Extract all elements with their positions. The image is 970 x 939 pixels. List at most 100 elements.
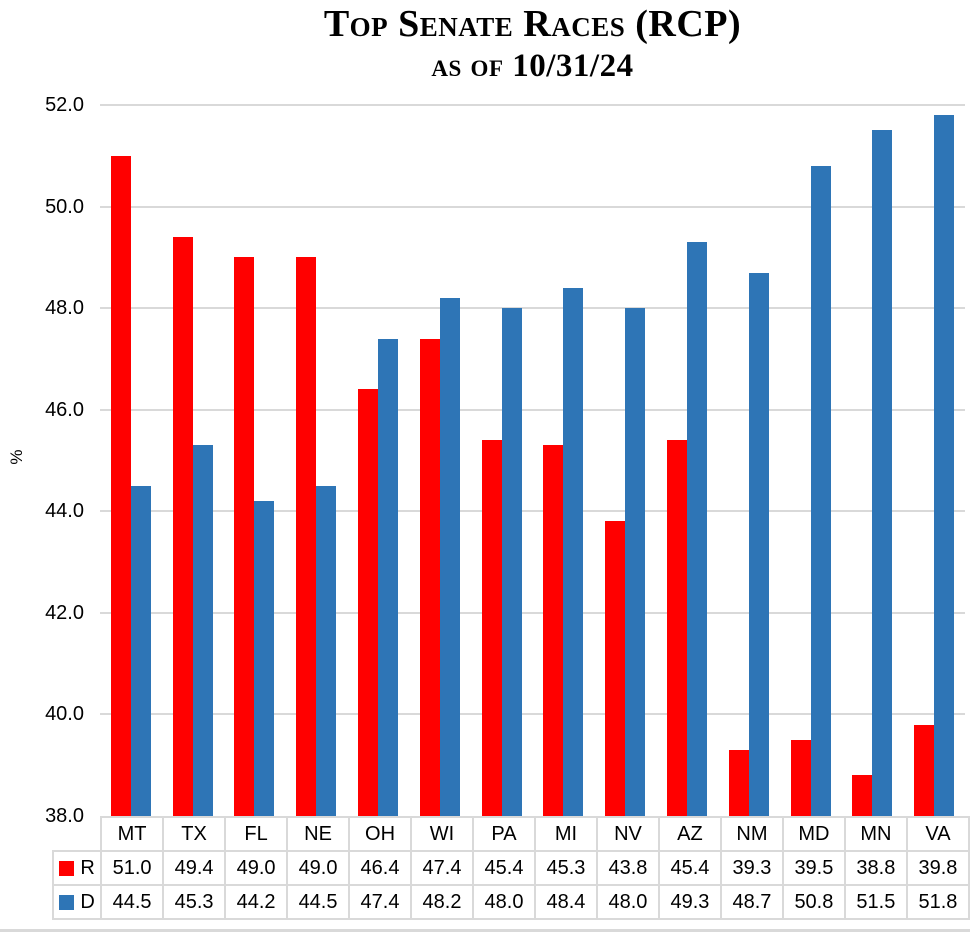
value-cell-d-md: 50.8 — [781, 884, 846, 920]
state-cell-nv: NV — [595, 816, 660, 852]
legend-cell-d: D — [51, 884, 103, 920]
state-cell-az: AZ — [657, 816, 722, 852]
value-cell-r-fl: 49.0 — [224, 850, 289, 886]
state-cell-tx: TX — [162, 816, 227, 852]
bar-r-az — [666, 440, 687, 816]
value-cell-d-az: 49.3 — [657, 884, 722, 920]
bar-r-oh — [358, 389, 379, 816]
bar-r-mi — [543, 445, 564, 816]
value-cell-d-fl: 44.2 — [224, 884, 289, 920]
value-cell-r-oh: 46.4 — [348, 850, 413, 886]
value-cell-d-tx: 45.3 — [162, 884, 227, 920]
value-cell-d-mt: 44.5 — [100, 884, 165, 920]
y-tick-label-50.0: 50.0 — [45, 195, 84, 218]
value-cell-d-va: 51.8 — [905, 884, 970, 920]
value-cell-r-md: 39.5 — [781, 850, 846, 886]
bar-d-wi — [439, 297, 460, 816]
bar-d-fl — [254, 501, 275, 816]
value-cell-r-mn: 38.8 — [843, 850, 908, 886]
bar-d-va — [934, 115, 955, 816]
state-cell-mn: MN — [843, 816, 908, 852]
value-cell-r-pa: 45.4 — [472, 850, 536, 886]
value-cell-r-mi: 45.3 — [533, 850, 598, 886]
value-cell-r-nm: 39.3 — [719, 850, 784, 886]
bar-d-ne — [316, 485, 337, 816]
gridline-50.0 — [100, 205, 965, 208]
bar-d-az — [686, 242, 707, 816]
value-cell-r-az: 45.4 — [657, 850, 722, 886]
y-tick-label-46.0: 46.0 — [45, 398, 84, 421]
y-tick-label-44.0: 44.0 — [45, 500, 84, 523]
bar-r-md — [790, 739, 811, 816]
chart-title: Top Senate Races (RCP) — [323, 3, 742, 45]
legend-swatch-r — [59, 860, 75, 876]
gridline-46.0 — [100, 408, 965, 411]
state-cell-nm: NM — [719, 816, 784, 852]
bar-d-pa — [501, 308, 522, 816]
bar-r-tx — [172, 237, 193, 816]
legend-label-r: R — [80, 856, 95, 879]
chart-title-block: Top Senate Races (RCP) as of 10/31/24 — [100, 2, 965, 86]
state-cell-fl: FL — [224, 816, 289, 852]
bar-d-mt — [130, 485, 151, 816]
value-cell-d-mn: 51.5 — [843, 884, 908, 920]
value-cell-r-va: 39.8 — [905, 850, 970, 886]
bar-r-fl — [234, 257, 255, 816]
state-cell-mt: MT — [100, 816, 165, 852]
state-cell-md: MD — [781, 816, 846, 852]
bar-r-pa — [481, 440, 502, 816]
series-row-d: D 44.5 45.3 44.2 44.5 47.4 48.2 48.0 48.4 48.0 49.… — [51, 884, 970, 920]
series-row-r: R 51.0 49.4 49.0 49.0 46.4 47.4 45.4 45.3 43.8 45.… — [51, 850, 970, 886]
state-cell-mi: MI — [533, 816, 598, 852]
value-cell-r-tx: 49.4 — [162, 850, 227, 886]
value-cell-r-ne: 49.0 — [286, 850, 351, 886]
bar-d-nv — [625, 308, 646, 816]
value-cell-d-wi: 48.2 — [410, 884, 474, 920]
legend-cell-r: R — [51, 850, 103, 886]
legend-swatch-d — [59, 894, 75, 910]
bar-r-mt — [110, 155, 131, 816]
state-cell-oh: OH — [348, 816, 413, 852]
legend-label-d: D — [80, 890, 95, 913]
bar-r-va — [914, 724, 935, 816]
bar-r-ne — [296, 257, 317, 816]
state-cell-va: VA — [905, 816, 970, 852]
value-cell-r-mt: 51.0 — [100, 850, 165, 886]
value-cell-r-wi: 47.4 — [410, 850, 474, 886]
bar-d-mn — [872, 130, 893, 816]
bar-d-oh — [378, 338, 399, 816]
gridline-40.0 — [100, 713, 965, 716]
gridline-44.0 — [100, 510, 965, 513]
bar-r-nm — [728, 749, 749, 816]
bar-d-tx — [192, 445, 213, 816]
y-tick-label-42.0: 42.0 — [45, 601, 84, 624]
gridline-42.0 — [100, 611, 965, 614]
y-tick-label-48.0: 48.0 — [45, 297, 84, 320]
value-cell-d-mi: 48.4 — [533, 884, 598, 920]
chart-data-table: MT TX FL NE OH WI PA MI NV AZ NM MD MN VA R 51.0 49.4 49.… — [51, 816, 970, 920]
bottom-border-line — [0, 929, 970, 932]
bar-r-wi — [419, 338, 440, 816]
value-cell-d-nv: 48.0 — [595, 884, 660, 920]
y-tick-label-38.0: 38.0 — [45, 805, 84, 827]
state-cell-ne: NE — [286, 816, 351, 852]
value-cell-r-nv: 43.8 — [595, 850, 660, 886]
bar-d-nm — [748, 272, 769, 816]
bar-d-md — [810, 165, 831, 816]
gridline-48.0 — [100, 307, 965, 310]
chart-subtitle: as of 10/31/24 — [431, 47, 634, 84]
y-tick-label-40.0: 40.0 — [45, 703, 84, 726]
state-cell-pa: PA — [472, 816, 536, 852]
value-cell-d-pa: 48.0 — [472, 884, 536, 920]
value-cell-d-ne: 44.5 — [286, 884, 351, 920]
state-cell-wi: WI — [410, 816, 474, 852]
value-cell-d-nm: 48.7 — [719, 884, 784, 920]
gridline-52.0 — [100, 104, 965, 106]
bar-d-mi — [563, 287, 584, 816]
bar-r-nv — [605, 521, 626, 816]
state-header-row: MT TX FL NE OH WI PA MI NV AZ NM MD MN VA — [53, 816, 970, 852]
bar-r-mn — [852, 775, 873, 816]
value-cell-d-oh: 47.4 — [348, 884, 413, 920]
